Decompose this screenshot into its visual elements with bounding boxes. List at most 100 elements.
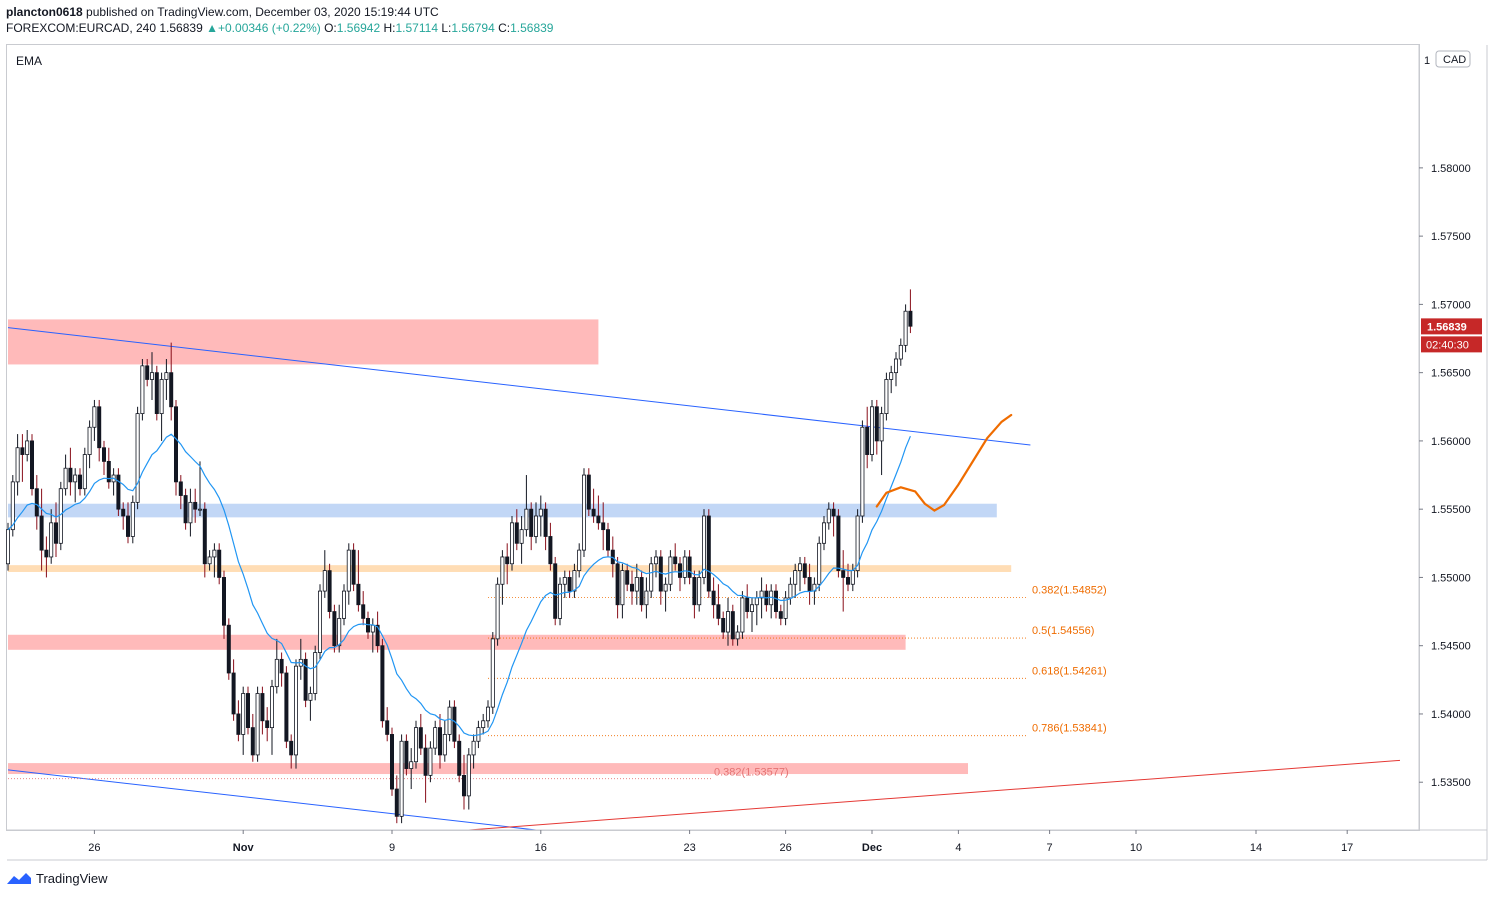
x-tick-label-3: 16 [535,842,547,854]
candle-body-120 [582,474,587,551]
candle-body-78 [380,645,385,722]
candle-body-148 [716,604,721,619]
candle-body-97 [471,740,476,756]
candle-body-31 [154,372,159,415]
publish-line: plancton0618 published on TradingView.co… [6,4,553,20]
candle-body-119 [577,549,582,572]
candle-body-91 [442,734,447,756]
candle-body-44 [217,549,222,578]
candle-body-129 [625,570,630,585]
candle-body-128 [620,570,625,606]
candle-body-115 [558,583,563,619]
candle-body-132 [639,577,644,606]
publisher-name[interactable]: plancton0618 [6,5,83,19]
candle-body-5 [29,440,34,490]
candle-body-171 [826,508,831,524]
zone-support_orange-2 [8,565,1012,572]
candle-body-69 [337,617,342,647]
candle-body-17 [87,426,92,455]
candles-layer [6,289,913,824]
publish-info: published on TradingView.com, December 0… [86,5,439,19]
candle-body-130 [630,583,635,592]
candle-body-24 [121,508,126,517]
y-tick-label-9: 1.58000 [1431,163,1471,175]
candle-body-50 [245,693,250,729]
price-tag-text: 1.56839 [1427,321,1467,333]
candle-body-43 [212,549,217,558]
candle-body-114 [553,563,558,619]
candle-body-58 [284,672,289,742]
candle-body-60 [293,665,298,756]
ema-indicator-label[interactable]: EMA [16,54,43,68]
chart-header: plancton0618 published on TradingView.co… [6,4,553,36]
candle-body-135 [654,556,659,565]
up-triangle-icon: ▲ [206,21,218,35]
candle-body-137 [663,583,668,592]
candle-body-38 [188,501,193,524]
candle-body-82 [399,740,404,817]
candle-body-47 [231,672,236,715]
candle-body-76 [370,624,375,633]
zone-resistance-0 [8,319,599,365]
candle-body-71 [346,549,351,592]
candle-body-51 [250,727,255,756]
candle-body-116 [562,577,567,585]
candle-body-90 [437,727,442,756]
candle-body-63 [308,693,313,701]
candle-body-111 [538,508,543,517]
footer-brand-text: TradingView [36,870,108,886]
candle-body-72 [351,549,356,585]
candle-body-28 [140,365,145,415]
ema-line [7,433,911,737]
candle-body-175 [846,577,851,585]
candle-body-13 [68,467,73,483]
y-tick-label-top: 1 [1424,55,1430,67]
candle-body-9 [49,522,54,558]
candle-body-173 [836,515,841,572]
candle-body-18 [92,406,97,428]
x-tick-label-6: Dec [862,842,882,854]
footer-brand[interactable]: TradingView [6,870,108,886]
sketch-layer [875,413,1013,512]
candle-body-66 [322,570,327,592]
candle-body-21 [106,460,111,483]
x-tick-label-9: 10 [1130,842,1142,854]
candle-body-87 [423,747,428,776]
open-label: O: [324,21,337,35]
price-change: +0.00346 (+0.22%) [218,21,321,35]
candle-body-67 [327,570,332,612]
candle-body-131 [634,577,639,592]
candle-body-103 [500,556,505,585]
axis-layer: 1.53500 1.54000 1.54500 1.55000 1.55500 1.560… [7,45,1488,861]
candle-body-99 [481,720,486,729]
candle-body-74 [361,604,366,619]
projection-sketch [875,413,1013,512]
candle-body-165 [798,563,803,572]
candle-body-39 [193,501,198,510]
price-tag-bg [1421,318,1482,335]
candle-body-139 [673,556,678,565]
candle-body-133 [644,590,649,606]
candle-body-7 [39,515,44,551]
candle-body-29 [145,365,150,380]
candle-body-26 [130,501,135,537]
candle-body-25 [126,515,131,537]
candle-body-12 [63,467,68,490]
candle-body-94 [457,740,462,776]
candle-body-0 [6,529,11,565]
candle-body-101 [490,638,495,708]
candle-body-122 [591,508,596,517]
candle-body-146 [706,515,711,592]
symbol-label[interactable]: FOREXCOM:EURCAD, 240 [6,21,157,35]
zones-layer [8,319,1012,775]
candle-body-41 [202,508,207,565]
candle-body-181 [874,406,879,442]
candle-body-125 [606,529,611,551]
y-tick-label-5: 1.56000 [1431,436,1471,448]
candle-body-121 [586,474,591,510]
candle-body-55 [269,686,274,729]
candle-body-23 [116,474,121,510]
candle-body-176 [850,570,855,585]
y-tick-label-0: 1.53500 [1431,777,1471,789]
